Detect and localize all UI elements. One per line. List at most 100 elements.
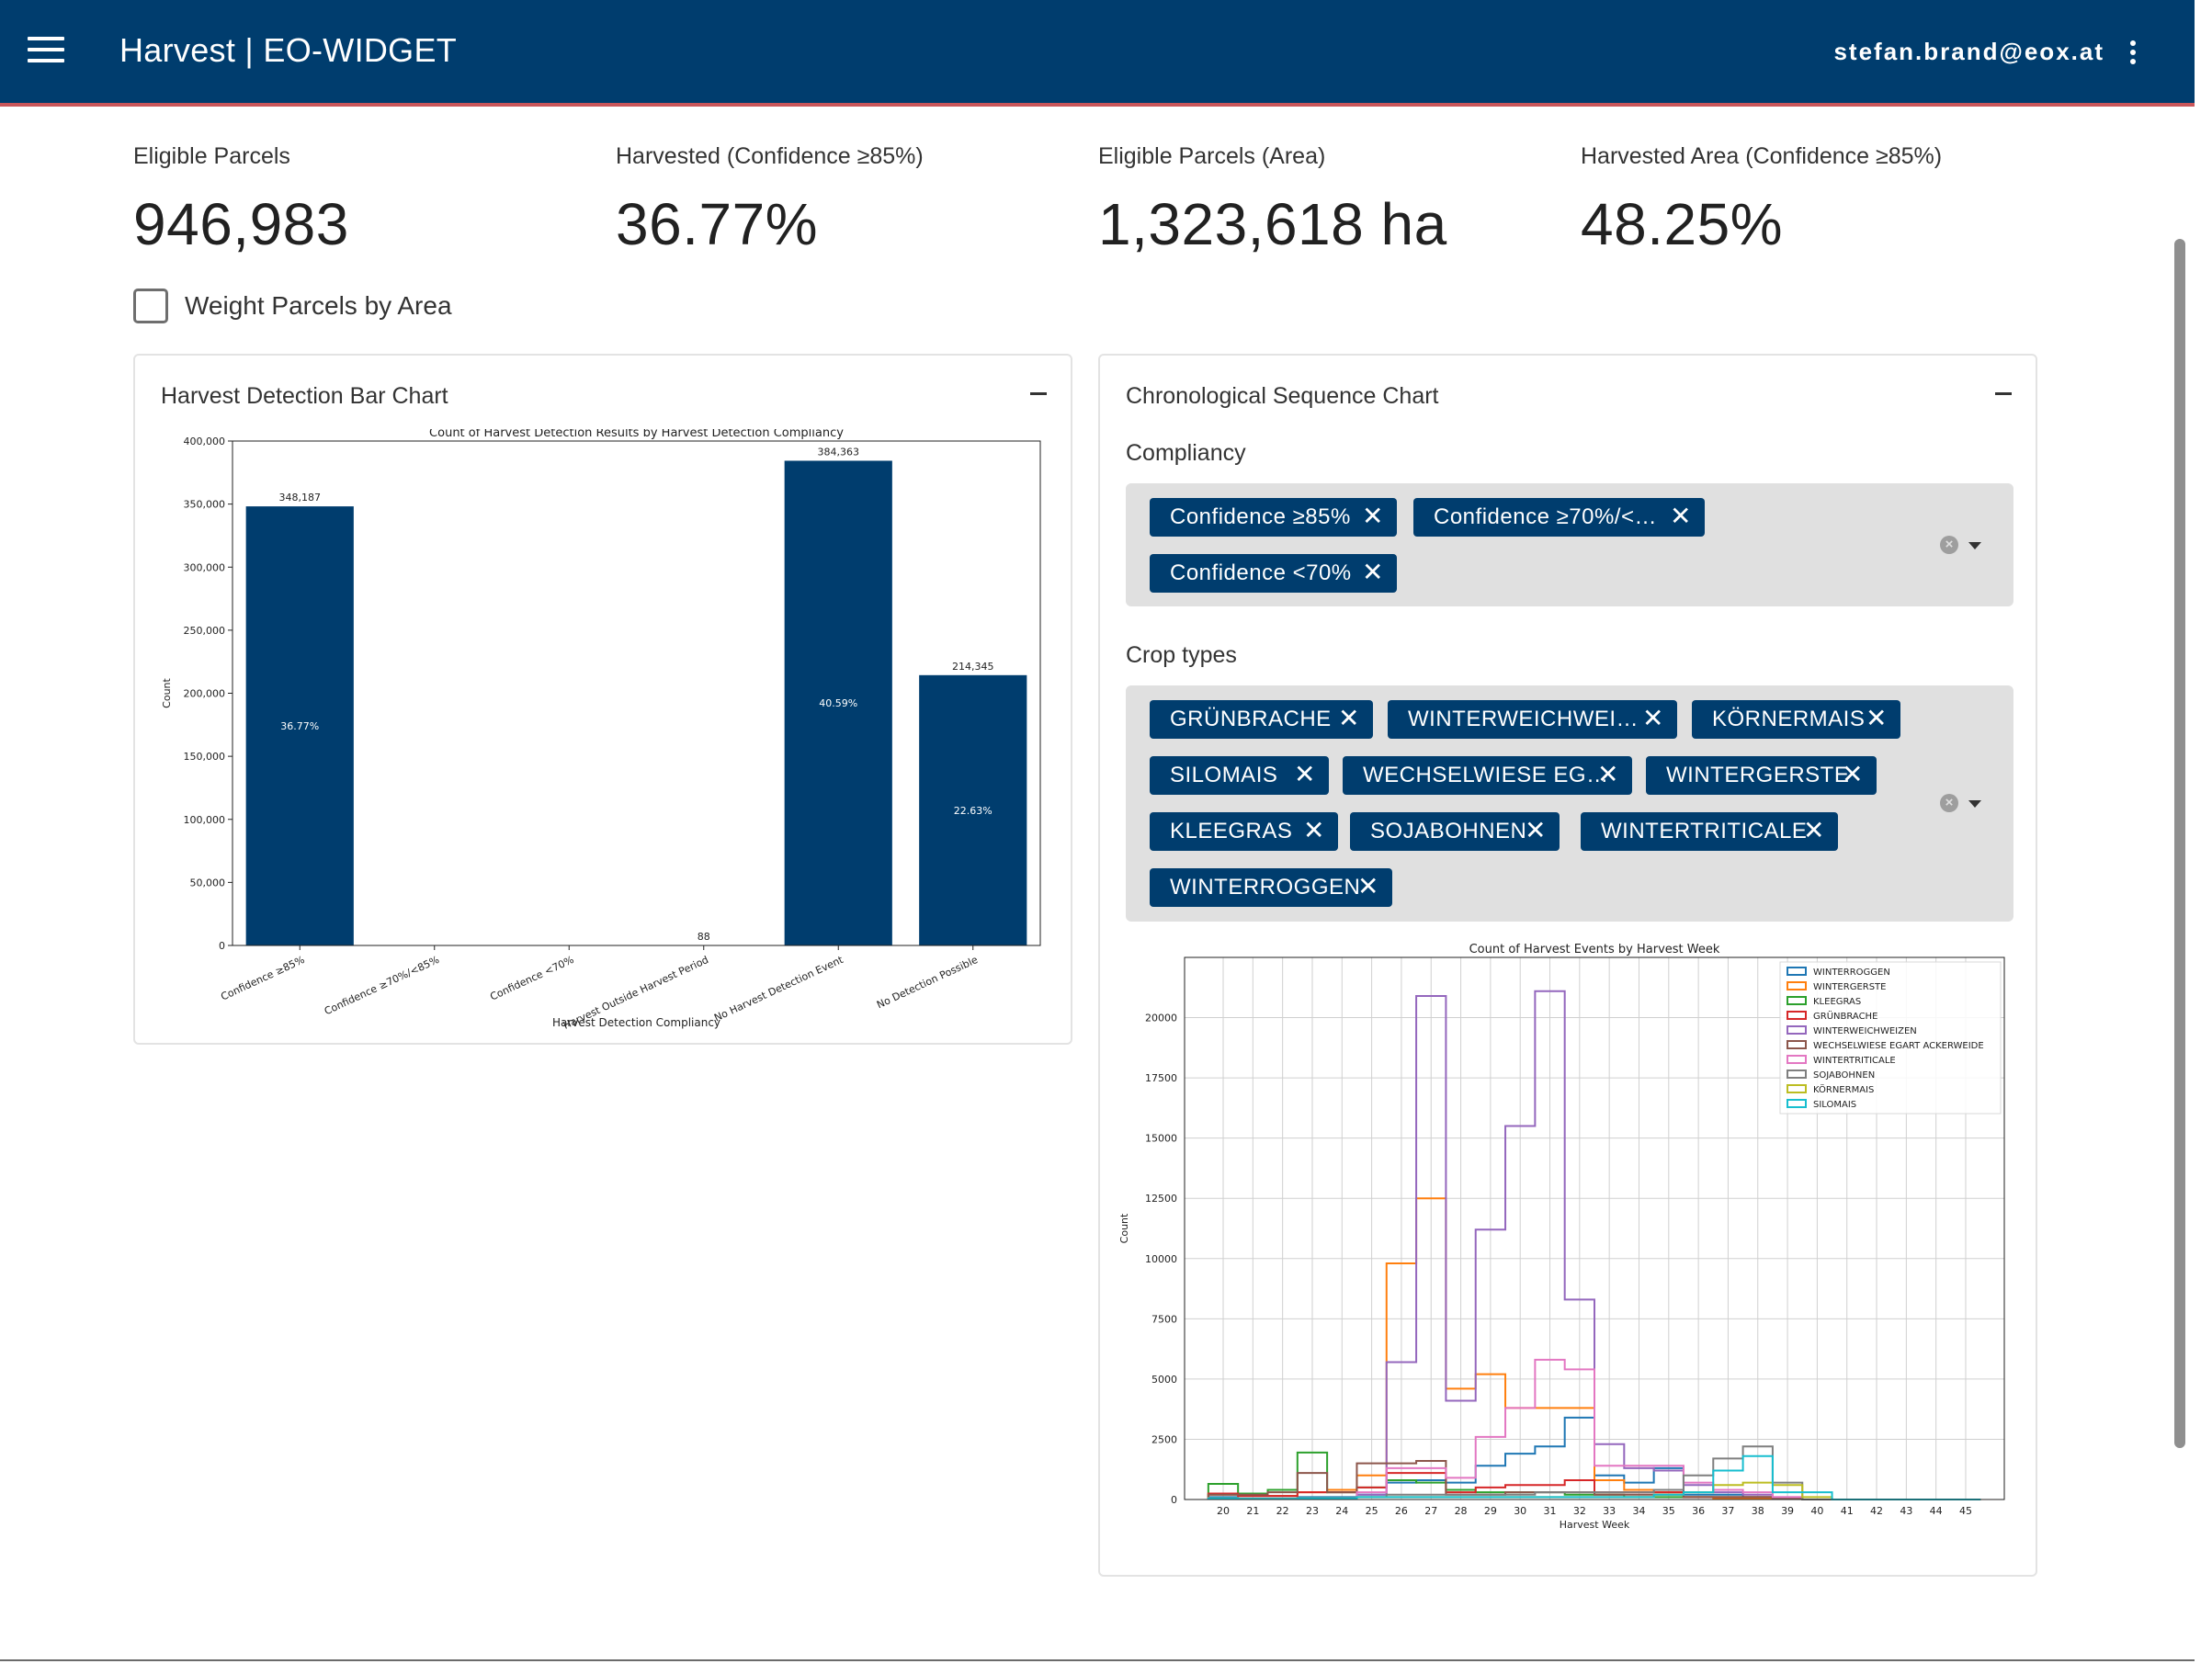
more-vert-icon[interactable]: [2130, 40, 2138, 64]
x-tick-label: 23: [1306, 1505, 1319, 1517]
y-tick-label: 0: [219, 940, 225, 952]
x-tick-label: 21: [1246, 1505, 1259, 1517]
chip-confidence-70[interactable]: Confidence <70% ✕: [1150, 554, 1397, 593]
x-tick-label: 36: [1692, 1505, 1705, 1517]
close-icon[interactable]: ✕: [1294, 760, 1316, 788]
collapse-icon[interactable]: [1995, 392, 2012, 395]
weight-parcels-checkbox[interactable]: Weight Parcels by Area: [133, 289, 452, 323]
legend-label: GRÜNBRACHE: [1813, 1010, 1877, 1022]
x-tick-label: 37: [1721, 1505, 1734, 1517]
chevron-down-icon[interactable]: [1968, 800, 1981, 808]
close-icon[interactable]: ✕: [1525, 816, 1547, 844]
chip-sojabohnen[interactable]: SOJABOHNEN ✕: [1350, 812, 1560, 851]
y-tick-label: 15000: [1145, 1133, 1177, 1145]
legend-label: KÖRNERMAIS: [1813, 1083, 1874, 1095]
legend-label: KLEEGRAS: [1813, 997, 1861, 1007]
y-tick-label: 5000: [1151, 1374, 1177, 1386]
chip-wintertriticale[interactable]: WINTERTRITICALE ✕: [1581, 812, 1838, 851]
menu-icon[interactable]: [28, 37, 64, 68]
close-icon[interactable]: ✕: [1338, 704, 1360, 732]
y-tick-label: 20000: [1145, 1013, 1177, 1024]
legend-swatch: [1787, 981, 1807, 990]
x-tick-label: 45: [1959, 1505, 1972, 1517]
chart-title: Count of Harvest Events by Harvest Week: [1469, 944, 1720, 956]
x-tick-label: 43: [1900, 1505, 1912, 1517]
close-icon[interactable]: ✕: [1357, 872, 1379, 900]
crop-types-select[interactable]: GRÜNBRACHE ✕ WINTERWEICHWEI… ✕ KÖRNERMAIS ✕…: [1126, 685, 2013, 922]
legend-label: WINTERGERSTE: [1813, 982, 1886, 992]
chip-koernermais[interactable]: KÖRNERMAIS ✕: [1692, 700, 1900, 739]
legend-swatch: [1787, 1025, 1807, 1035]
chart-title: Count of Harvest Detection Results by Ha…: [429, 429, 844, 440]
chip-label: SILOMAIS: [1170, 763, 1278, 787]
close-icon[interactable]: ✕: [1362, 502, 1384, 530]
chip-wintergerste[interactable]: WINTERGERSTE ✕: [1646, 756, 1877, 795]
x-tick-label: 40: [1810, 1505, 1823, 1517]
sequence-chart-panel: Chronological Sequence Chart Compliancy …: [1098, 354, 2037, 1577]
chip-confidence-70-85[interactable]: Confidence ≥70%/<… ✕: [1413, 498, 1705, 537]
close-icon[interactable]: ✕: [1842, 760, 1864, 788]
x-tick-label: 31: [1544, 1505, 1557, 1517]
divider: [0, 1659, 2195, 1661]
kpi-label: Harvested (Confidence ≥85%): [616, 143, 924, 169]
chip-label: SOJABOHNEN: [1370, 819, 1527, 843]
bar: [784, 460, 892, 945]
close-icon[interactable]: ✕: [1803, 816, 1825, 844]
chevron-down-icon[interactable]: [1968, 542, 1981, 549]
bar-value-label: 384,363: [818, 446, 860, 458]
compliancy-select[interactable]: Confidence ≥85% ✕ Confidence ≥70%/<… ✕ Con…: [1126, 483, 2013, 606]
chip-label: Confidence ≥70%/<…: [1434, 504, 1657, 529]
user-email[interactable]: stefan.brand@eox.at: [1833, 38, 2104, 65]
chip-wechselwiese[interactable]: WECHSELWIESE EG… ✕: [1343, 756, 1632, 795]
legend-label: WINTERTRITICALE: [1813, 1056, 1896, 1066]
x-tick-label: 44: [1930, 1505, 1943, 1517]
bar-chart: Count of Harvest Detection Results by Ha…: [161, 429, 1041, 1032]
chip-winterroggen[interactable]: WINTERROGGEN ✕: [1150, 868, 1392, 907]
x-tick-label: 35: [1662, 1505, 1675, 1517]
y-tick-label: 200,000: [184, 688, 226, 700]
y-tick-label: 150,000: [184, 751, 226, 763]
chip-winterweichweizen[interactable]: WINTERWEICHWEI… ✕: [1388, 700, 1677, 739]
close-icon[interactable]: ✕: [1866, 704, 1888, 732]
x-tick-label: No Detection Possible: [875, 954, 980, 1011]
x-tick-label: 27: [1424, 1505, 1437, 1517]
x-tick-label: 33: [1603, 1505, 1616, 1517]
chip-label: Confidence <70%: [1170, 560, 1352, 585]
kpi-label: Eligible Parcels (Area): [1098, 143, 1326, 169]
x-tick-label: 26: [1395, 1505, 1408, 1517]
legend-label: SILOMAIS: [1813, 1100, 1856, 1110]
legend-swatch: [1787, 1055, 1807, 1064]
kpi-value: 946,983: [133, 191, 349, 257]
x-tick-label: 29: [1484, 1505, 1497, 1517]
bar-value-label: 88: [698, 931, 710, 943]
kpi-harvested-area: Harvested Area (Confidence ≥85%) 48.25%: [1581, 143, 1942, 258]
chip-gruenbrache[interactable]: GRÜNBRACHE ✕: [1150, 700, 1373, 739]
y-tick-label: 10000: [1145, 1253, 1177, 1265]
close-icon[interactable]: ✕: [1670, 502, 1692, 530]
x-tick-label: 25: [1366, 1505, 1378, 1517]
close-icon[interactable]: ✕: [1362, 558, 1384, 586]
legend-swatch: [1787, 1099, 1807, 1108]
app-bar: Harvest | EO-WIDGET stefan.brand@eox.at: [0, 0, 2195, 107]
legend-label: WINTERROGGEN: [1813, 968, 1890, 978]
harvest-week-chart: Count of Harvest Events by Harvest Week 0…: [1118, 944, 2005, 1531]
clear-icon[interactable]: ×: [1940, 794, 1958, 812]
x-tick-label: 30: [1514, 1505, 1526, 1517]
legend-swatch: [1787, 1040, 1807, 1049]
kpi-value: 48.25%: [1581, 191, 1784, 257]
chip-silomais[interactable]: SILOMAIS ✕: [1150, 756, 1329, 795]
chip-label: WINTERWEICHWEI…: [1408, 707, 1639, 731]
collapse-icon[interactable]: [1030, 392, 1047, 395]
chip-confidence-85[interactable]: Confidence ≥85% ✕: [1150, 498, 1397, 537]
chip-label: WINTERGERSTE: [1666, 763, 1850, 787]
bar: [245, 506, 354, 945]
clear-icon[interactable]: ×: [1940, 536, 1958, 554]
close-icon[interactable]: ✕: [1597, 760, 1619, 788]
x-tick-label: 41: [1841, 1505, 1854, 1517]
chip-kleegras[interactable]: KLEEGRAS ✕: [1150, 812, 1338, 851]
close-icon[interactable]: ✕: [1642, 704, 1664, 732]
legend-label: SOJABOHNEN: [1813, 1070, 1875, 1081]
scrollbar[interactable]: [2174, 239, 2185, 1448]
close-icon[interactable]: ✕: [1303, 816, 1325, 844]
checkbox-icon[interactable]: [133, 289, 168, 323]
